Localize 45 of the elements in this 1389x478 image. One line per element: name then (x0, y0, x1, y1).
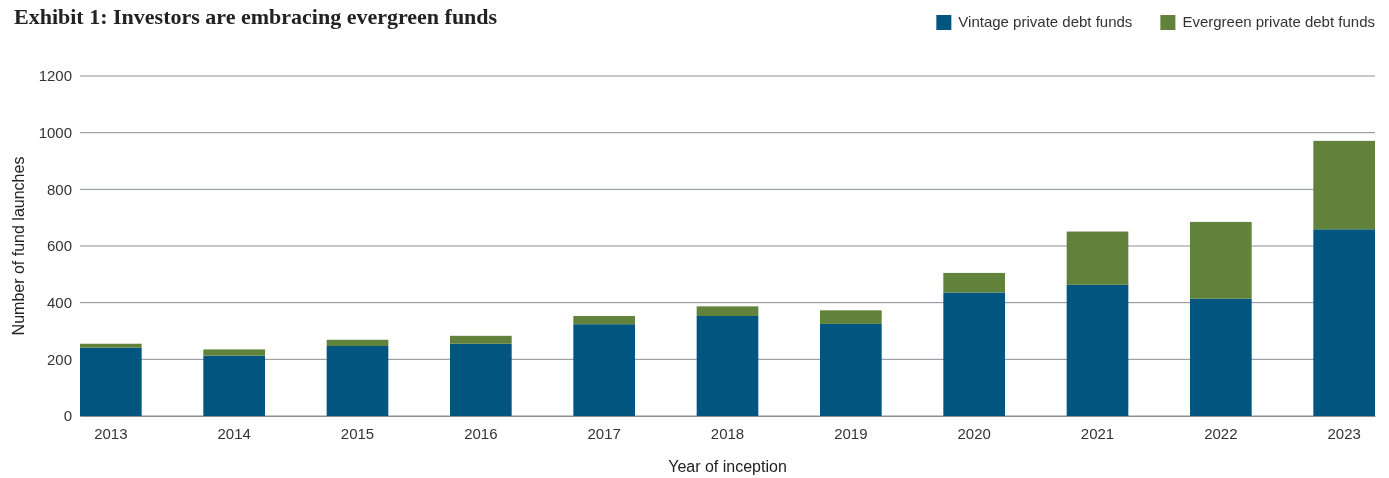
x-tick-label: 2015 (340, 424, 375, 442)
x-tick-label: 2013 (94, 424, 128, 442)
bar (1066, 231, 1129, 285)
x-axis-title: Year of inception (668, 458, 787, 475)
y-tick-label: 1000 (38, 123, 72, 141)
y-tick-label: 200 (46, 350, 72, 368)
y-tick-label: 800 (46, 180, 72, 198)
bar (450, 343, 512, 416)
y-tick-label: 600 (46, 237, 72, 255)
bar (820, 323, 882, 416)
y-tick-label: 1200 (38, 67, 72, 85)
bar (1190, 221, 1252, 299)
bar (1190, 298, 1252, 416)
bar (573, 315, 635, 325)
bar (450, 335, 512, 344)
bar (943, 292, 1005, 416)
bar (696, 306, 759, 316)
bar (80, 343, 142, 348)
y-tick-label: 400 (46, 293, 72, 311)
bar (943, 272, 1005, 293)
bar (820, 310, 882, 324)
x-tick-label: 2017 (587, 424, 621, 442)
x-tick-label: 2016 (464, 424, 498, 442)
chart-title: Exhibit 1: Investors are embracing evergreen funds (14, 4, 498, 29)
y-axis-title: Number of fund launches (10, 156, 27, 336)
bar (203, 349, 265, 356)
x-tick-label: 2019 (834, 424, 868, 442)
x-tick-label: 2023 (1327, 424, 1361, 442)
x-tick-label: 2020 (957, 424, 991, 442)
x-tick-label: 2021 (1080, 424, 1115, 442)
x-tick-label: 2018 (710, 424, 745, 442)
bar (1066, 284, 1129, 416)
bar (326, 346, 389, 416)
x-tick-label: 2022 (1204, 424, 1238, 442)
bar (696, 315, 759, 416)
bar (573, 324, 635, 416)
bar (1313, 140, 1375, 230)
x-tick-label: 2014 (217, 424, 251, 442)
y-tick-label: 0 (63, 407, 72, 425)
bar (80, 347, 142, 416)
bar (203, 355, 265, 416)
legend-label: Evergreen private debt funds (1182, 13, 1375, 30)
bar (326, 339, 389, 347)
bar (1313, 229, 1375, 416)
legend-label: Vintage private debt funds (958, 13, 1133, 30)
